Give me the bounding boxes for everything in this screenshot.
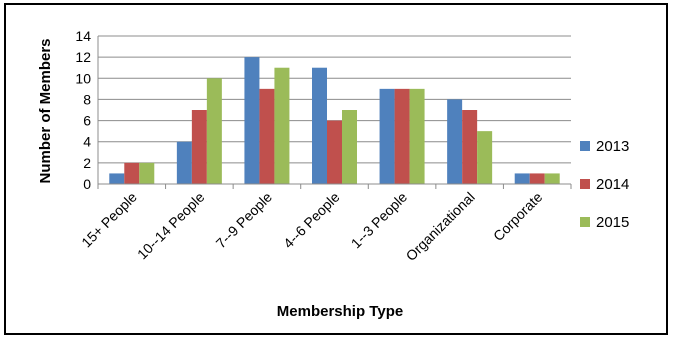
x-tick-label: 4--6 People <box>280 189 343 252</box>
bar-2015-6 <box>544 173 560 184</box>
bar-2015-5 <box>477 131 493 184</box>
y-tick-label: 14 <box>75 28 91 44</box>
legend-label-2015: 2015 <box>596 214 629 231</box>
bar-2014-1 <box>191 110 207 184</box>
x-tick-label: 10--14 People <box>134 189 208 263</box>
x-tick-label: 7--9 People <box>213 189 276 252</box>
y-tick-label: 12 <box>75 49 91 65</box>
legend-swatch-2015 <box>580 217 590 227</box>
x-axis-title: Membership Type <box>277 303 403 320</box>
bar-2014-4 <box>394 88 410 184</box>
y-axis-title: Number of Members <box>37 38 54 183</box>
bar-2013-6 <box>514 173 530 184</box>
y-tick-label: 10 <box>75 70 91 86</box>
bar-2015-3 <box>342 110 357 184</box>
gridlines <box>98 35 571 164</box>
bar-2014-2 <box>259 88 275 184</box>
legend-swatch-2014 <box>580 179 590 189</box>
y-tick-label: 4 <box>83 134 91 150</box>
bar-2015-0 <box>139 162 155 184</box>
legend: 2013 2014 2015 <box>580 138 629 231</box>
legend-swatch-2013 <box>580 141 590 151</box>
y-tick-label: 8 <box>83 91 91 107</box>
bar-2015-1 <box>206 78 222 184</box>
x-tick-label: 15+ People <box>78 189 140 251</box>
legend-label-2014: 2014 <box>596 176 629 193</box>
bar-2013-5 <box>447 99 463 184</box>
bar-2013-2 <box>244 57 260 185</box>
bar-2013-4 <box>379 88 395 184</box>
bar-2014-0 <box>124 162 140 184</box>
x-tick-label: Corporate <box>490 189 545 244</box>
bar-2013-1 <box>176 141 192 184</box>
bar-2014-5 <box>462 110 478 184</box>
legend-label-2013: 2013 <box>596 138 629 155</box>
bar-2015-2 <box>274 67 290 184</box>
bar-2014-3 <box>327 120 342 184</box>
bars <box>109 57 560 185</box>
y-tick-label: 2 <box>83 155 91 171</box>
bar-2015-4 <box>409 88 425 184</box>
y-tick-label: 0 <box>83 176 91 192</box>
x-tick-label: Organizational <box>403 189 478 264</box>
bar-2013-3 <box>312 67 327 184</box>
bar-2014-6 <box>529 173 545 184</box>
x-tick-label: 1--3 People <box>348 189 411 252</box>
bar-2013-0 <box>109 173 125 184</box>
y-tick-label: 6 <box>83 113 91 129</box>
